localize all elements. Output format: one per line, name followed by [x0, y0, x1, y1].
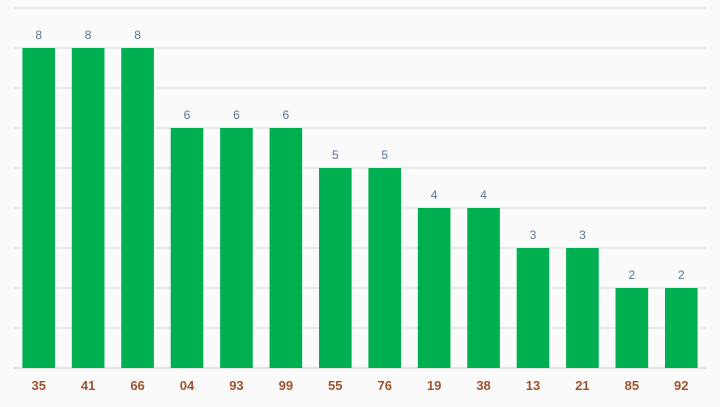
bars	[22, 48, 698, 368]
data-label-76: 5	[381, 148, 388, 162]
x-tick-label-76: 76	[377, 378, 391, 393]
x-tick-label-38: 38	[476, 378, 490, 393]
data-label-35: 8	[35, 28, 42, 42]
gridlines	[14, 7, 706, 369]
data-labels: 8 8 8 6 6 6 5 5 4 4 3 3 2 2	[35, 28, 685, 282]
bar-99	[269, 128, 303, 368]
bar-76	[368, 168, 402, 368]
bar-92	[664, 288, 698, 368]
bar-13	[516, 248, 550, 368]
bar-55	[318, 168, 352, 368]
bar-38	[467, 208, 500, 368]
bar-66	[121, 48, 154, 368]
bar-04	[170, 128, 204, 368]
x-tick-label-41: 41	[81, 378, 95, 393]
bar-35	[22, 48, 56, 368]
x-tick-label-19: 19	[427, 378, 441, 393]
data-label-55: 5	[332, 148, 339, 162]
x-tick-label-92: 92	[674, 378, 688, 393]
data-label-66: 8	[134, 28, 141, 42]
bar-93	[220, 128, 253, 368]
x-tick-label-55: 55	[328, 378, 342, 393]
data-label-04: 6	[184, 108, 191, 122]
bar-85	[615, 288, 649, 368]
x-tick-label-21: 21	[575, 378, 589, 393]
x-tick-label-66: 66	[130, 378, 144, 393]
data-label-85: 2	[629, 268, 636, 282]
data-label-41: 8	[85, 28, 92, 42]
x-tick-label-99: 99	[279, 378, 293, 393]
bar-19	[417, 208, 451, 368]
x-tick-label-85: 85	[625, 378, 639, 393]
bar-21	[566, 248, 599, 368]
data-label-93: 6	[233, 108, 240, 122]
x-tick-label-93: 93	[229, 378, 243, 393]
x-tick-label-04: 04	[180, 378, 195, 393]
data-label-38: 4	[480, 188, 487, 202]
x-tick-labels: 35 41 66 04 93 99 55 76 19 38 13 21 85 92	[31, 378, 688, 393]
data-label-13: 3	[530, 228, 537, 242]
x-tick-label-13: 13	[526, 378, 540, 393]
data-label-99: 6	[283, 108, 290, 122]
x-tick-label-35: 35	[31, 378, 45, 393]
data-label-19: 4	[431, 188, 438, 202]
bar-41	[71, 48, 105, 368]
data-label-92: 2	[678, 268, 685, 282]
data-label-21: 3	[579, 228, 586, 242]
